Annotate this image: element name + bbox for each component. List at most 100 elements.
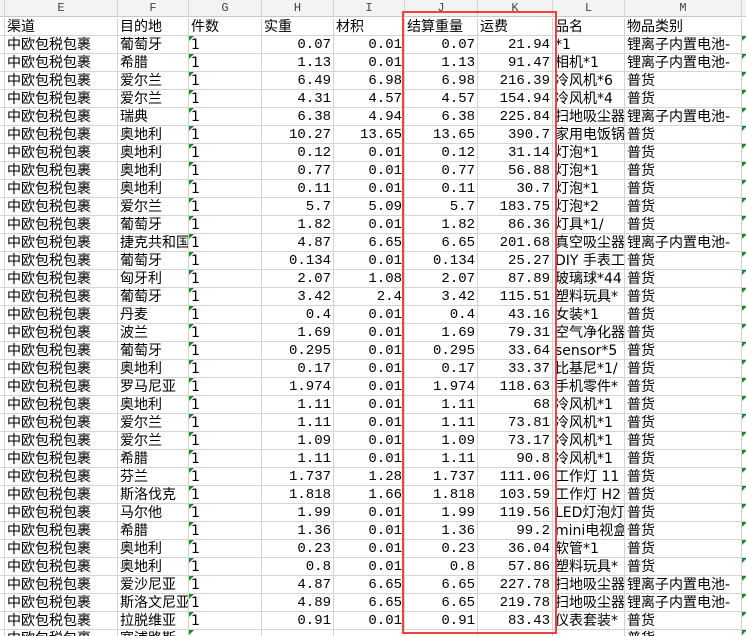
cell-partial-n[interactable] bbox=[742, 576, 746, 594]
table-cell[interactable]: 葡萄牙 bbox=[118, 252, 189, 270]
table-cell[interactable]: 希腊 bbox=[118, 54, 189, 72]
table-cell[interactable]: 普货 bbox=[625, 144, 742, 162]
cell-partial-d[interactable]: 中 bbox=[0, 324, 5, 342]
cell-partial-n[interactable] bbox=[742, 540, 746, 558]
cell-partial-d[interactable]: 中 bbox=[0, 288, 5, 306]
table-cell[interactable]: 锂离子内置电池- bbox=[625, 54, 742, 72]
cell-partial-d[interactable]: 中 bbox=[0, 144, 5, 162]
table-cell[interactable]: 普货 bbox=[625, 540, 742, 558]
cell-partial-d[interactable]: 中 bbox=[0, 540, 5, 558]
table-cell[interactable]: 227.78 bbox=[478, 576, 553, 594]
table-cell[interactable]: 1.737 bbox=[262, 468, 334, 486]
table-cell[interactable]: 普货 bbox=[625, 630, 742, 636]
table-cell[interactable]: 30.7 bbox=[478, 180, 553, 198]
table-cell[interactable]: 4.87 bbox=[262, 234, 334, 252]
table-cell[interactable]: 灯泡*1 bbox=[553, 162, 625, 180]
table-cell[interactable]: 0.77 bbox=[405, 162, 478, 180]
table-cell[interactable]: 154.94 bbox=[478, 90, 553, 108]
cell-partial-n[interactable] bbox=[742, 432, 746, 450]
cell-partial-n[interactable] bbox=[742, 630, 746, 636]
table-cell[interactable] bbox=[553, 630, 625, 636]
table-cell[interactable]: 36.04 bbox=[478, 540, 553, 558]
table-cell[interactable]: 0.01 bbox=[334, 450, 405, 468]
table-cell[interactable]: 普货 bbox=[625, 486, 742, 504]
table-cell[interactable]: 1.82 bbox=[262, 216, 334, 234]
cell-partial-n[interactable] bbox=[742, 252, 746, 270]
table-cell[interactable]: 普货 bbox=[625, 90, 742, 108]
table-cell[interactable] bbox=[478, 630, 553, 636]
table-cell[interactable]: 1 bbox=[189, 342, 262, 360]
cell-partial-d[interactable]: 中 bbox=[0, 126, 5, 144]
table-cell[interactable]: 0.01 bbox=[334, 414, 405, 432]
column-header-L[interactable]: L bbox=[553, 0, 625, 17]
cell-partial-n[interactable] bbox=[742, 594, 746, 612]
table-cell[interactable]: 爱尔兰 bbox=[118, 432, 189, 450]
table-cell[interactable]: 奥地利 bbox=[118, 162, 189, 180]
table-cell[interactable]: 0.01 bbox=[334, 324, 405, 342]
table-cell[interactable]: 111.06 bbox=[478, 468, 553, 486]
table-cell[interactable]: 中欧包税包裹 bbox=[5, 594, 118, 612]
table-cell[interactable]: 6.38 bbox=[262, 108, 334, 126]
cell-partial-d[interactable]: 中 bbox=[0, 90, 5, 108]
table-cell[interactable]: 1 bbox=[189, 396, 262, 414]
table-cell[interactable]: 中欧包税包裹 bbox=[5, 270, 118, 288]
table-cell[interactable]: 中欧包税包裹 bbox=[5, 324, 118, 342]
table-cell[interactable]: 捷克共和国 bbox=[118, 234, 189, 252]
table-cell[interactable]: 锂离子内置电池- bbox=[625, 594, 742, 612]
table-cell[interactable]: 0.07 bbox=[262, 36, 334, 54]
table-cell[interactable]: 0.17 bbox=[405, 360, 478, 378]
cell-partial-n[interactable] bbox=[742, 360, 746, 378]
table-cell[interactable]: 0.01 bbox=[334, 612, 405, 630]
table-cell[interactable]: 6.65 bbox=[405, 234, 478, 252]
table-cell[interactable]: 罗马尼亚 bbox=[118, 378, 189, 396]
table-cell[interactable]: 1 bbox=[189, 594, 262, 612]
table-cell[interactable]: DIY 手表工 bbox=[553, 252, 625, 270]
table-cell[interactable]: 4.57 bbox=[405, 90, 478, 108]
table-cell[interactable]: 马尔他 bbox=[118, 504, 189, 522]
table-cell[interactable]: 1 bbox=[189, 72, 262, 90]
cell-partial-n[interactable] bbox=[742, 162, 746, 180]
table-cell[interactable]: 1 bbox=[189, 36, 262, 54]
table-cell[interactable]: 普货 bbox=[625, 162, 742, 180]
table-cell[interactable]: 中欧包税包裹 bbox=[5, 612, 118, 630]
table-cell[interactable]: 灯泡*2 bbox=[553, 198, 625, 216]
table-cell[interactable]: 6.65 bbox=[405, 576, 478, 594]
table-cell[interactable]: 1 bbox=[189, 360, 262, 378]
table-cell[interactable]: 斯洛文尼亚 bbox=[118, 594, 189, 612]
table-cell[interactable]: 丹麦 bbox=[118, 306, 189, 324]
table-cell[interactable]: 芬兰 bbox=[118, 468, 189, 486]
table-cell[interactable]: 灯泡*1 bbox=[553, 144, 625, 162]
table-cell[interactable]: 0.01 bbox=[334, 378, 405, 396]
table-cell[interactable]: 奥地利 bbox=[118, 126, 189, 144]
table-cell[interactable]: 中欧包税包裹 bbox=[5, 432, 118, 450]
header-cell[interactable]: 结算重量 bbox=[405, 18, 478, 36]
column-header-G[interactable]: G bbox=[189, 0, 262, 17]
table-cell[interactable]: 波兰 bbox=[118, 324, 189, 342]
table-cell[interactable]: 中欧包税包裹 bbox=[5, 162, 118, 180]
table-cell[interactable]: 奥地利 bbox=[118, 540, 189, 558]
table-cell[interactable]: 1.28 bbox=[334, 468, 405, 486]
table-cell[interactable]: 葡萄牙 bbox=[118, 288, 189, 306]
header-cell[interactable]: 材积 bbox=[334, 18, 405, 36]
table-cell[interactable]: 1.974 bbox=[405, 378, 478, 396]
column-header-H[interactable]: H bbox=[262, 0, 334, 17]
table-cell[interactable]: 1 bbox=[189, 378, 262, 396]
table-cell[interactable]: 1 bbox=[189, 540, 262, 558]
table-cell[interactable]: 13.65 bbox=[334, 126, 405, 144]
table-cell[interactable]: 33.64 bbox=[478, 342, 553, 360]
table-cell[interactable]: 1 bbox=[189, 468, 262, 486]
table-cell[interactable]: 1.11 bbox=[262, 396, 334, 414]
cell-partial-n[interactable] bbox=[742, 288, 746, 306]
table-cell[interactable]: 6.98 bbox=[334, 72, 405, 90]
table-cell[interactable]: 0.07 bbox=[405, 36, 478, 54]
table-cell[interactable]: 软管*1 bbox=[553, 540, 625, 558]
table-cell[interactable]: 普货 bbox=[625, 360, 742, 378]
table-cell[interactable]: 中欧包税包裹 bbox=[5, 180, 118, 198]
table-cell[interactable]: 真空吸尘器 bbox=[553, 234, 625, 252]
header-cell[interactable]: 目的地 bbox=[118, 18, 189, 36]
table-cell[interactable]: 中欧包税包裹 bbox=[5, 54, 118, 72]
table-cell[interactable]: 相机*1 bbox=[553, 54, 625, 72]
table-cell[interactable]: 普货 bbox=[625, 468, 742, 486]
table-cell[interactable]: 普货 bbox=[625, 522, 742, 540]
table-cell[interactable]: 中欧包税包裹 bbox=[5, 288, 118, 306]
